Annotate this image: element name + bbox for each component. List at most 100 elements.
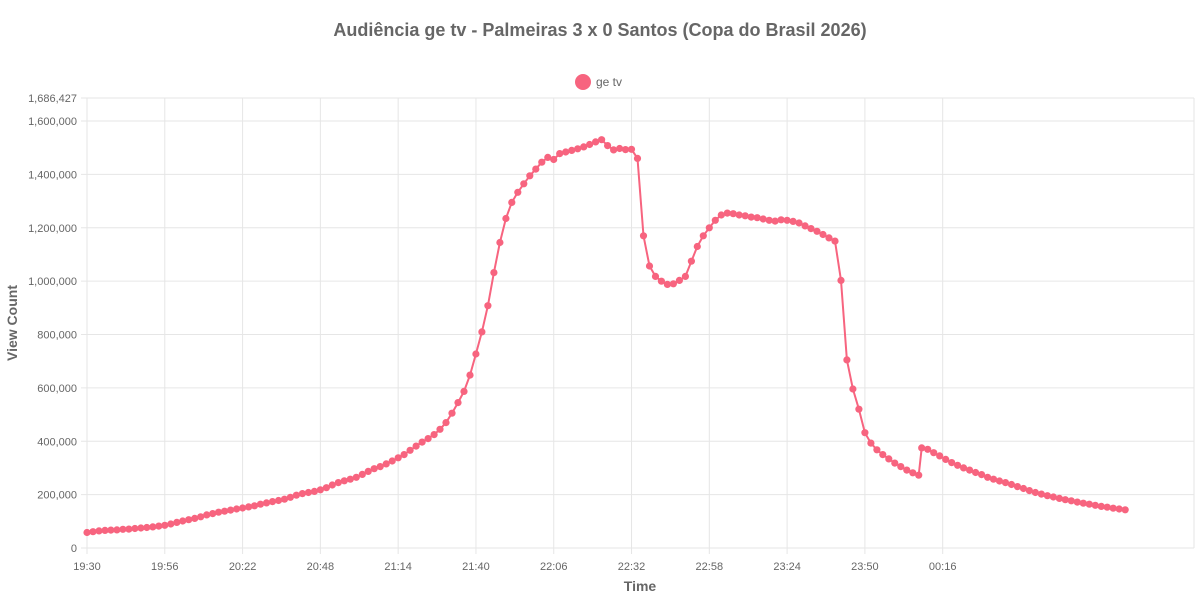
data-point[interactable] bbox=[322, 484, 330, 492]
data-point[interactable] bbox=[723, 209, 731, 217]
data-point[interactable] bbox=[155, 522, 163, 530]
data-point[interactable] bbox=[418, 438, 426, 446]
data-point[interactable] bbox=[1109, 504, 1117, 512]
data-point[interactable] bbox=[681, 272, 690, 280]
data-point[interactable] bbox=[472, 350, 480, 358]
data-point[interactable] bbox=[179, 517, 187, 525]
data-point[interactable] bbox=[831, 237, 839, 245]
data-point[interactable] bbox=[942, 455, 950, 463]
data-point[interactable] bbox=[879, 451, 887, 459]
data-point[interactable] bbox=[837, 276, 845, 284]
data-point[interactable] bbox=[286, 493, 294, 501]
data-point[interactable] bbox=[508, 198, 516, 206]
data-point[interactable] bbox=[340, 477, 348, 485]
data-point[interactable] bbox=[1067, 497, 1075, 505]
data-point[interactable] bbox=[250, 502, 259, 510]
data-point[interactable] bbox=[1103, 503, 1111, 511]
data-point[interactable] bbox=[616, 144, 624, 153]
data-point[interactable] bbox=[747, 213, 755, 221]
data-point[interactable] bbox=[412, 442, 420, 450]
data-point[interactable] bbox=[885, 455, 893, 463]
data-point[interactable] bbox=[328, 481, 336, 489]
data-point[interactable] bbox=[621, 146, 630, 154]
data-point[interactable] bbox=[633, 154, 642, 162]
data-point[interactable] bbox=[1097, 502, 1105, 510]
data-point[interactable] bbox=[1121, 506, 1129, 514]
data-point[interactable] bbox=[915, 471, 923, 479]
data-point[interactable] bbox=[442, 419, 450, 427]
data-point[interactable] bbox=[861, 429, 869, 437]
data-point[interactable] bbox=[209, 509, 217, 518]
data-point[interactable] bbox=[502, 214, 510, 223]
data-point[interactable] bbox=[777, 216, 785, 224]
data-point[interactable] bbox=[717, 211, 725, 219]
data-point[interactable] bbox=[729, 210, 737, 218]
data-point[interactable] bbox=[376, 463, 384, 471]
data-point[interactable] bbox=[304, 488, 312, 497]
data-point[interactable] bbox=[131, 524, 139, 533]
data-point[interactable] bbox=[149, 523, 157, 531]
data-point[interactable] bbox=[292, 491, 300, 499]
data-point[interactable] bbox=[978, 471, 986, 479]
data-point[interactable] bbox=[574, 145, 582, 153]
data-point[interactable] bbox=[705, 224, 713, 232]
data-point[interactable] bbox=[936, 452, 944, 460]
data-point[interactable] bbox=[137, 524, 145, 532]
data-point[interactable] bbox=[663, 280, 672, 288]
data-point[interactable] bbox=[460, 387, 468, 395]
data-point[interactable] bbox=[783, 216, 791, 224]
data-point[interactable] bbox=[550, 155, 558, 164]
data-point[interactable] bbox=[454, 399, 462, 407]
legend[interactable]: ge tv bbox=[575, 74, 622, 90]
data-point[interactable] bbox=[995, 477, 1004, 485]
data-point[interactable] bbox=[966, 466, 974, 474]
data-point[interactable] bbox=[1031, 488, 1039, 497]
data-point[interactable] bbox=[197, 513, 205, 521]
data-point[interactable] bbox=[466, 371, 474, 379]
data-point[interactable] bbox=[568, 146, 576, 154]
data-point[interactable] bbox=[801, 222, 809, 230]
data-point[interactable] bbox=[113, 526, 121, 534]
data-point[interactable] bbox=[496, 238, 504, 247]
data-point[interactable] bbox=[1073, 498, 1081, 506]
data-point[interactable] bbox=[1019, 484, 1028, 493]
data-point[interactable] bbox=[400, 451, 408, 459]
data-point[interactable] bbox=[909, 469, 917, 477]
data-point[interactable] bbox=[490, 269, 498, 277]
data-point[interactable] bbox=[370, 465, 378, 473]
data-point[interactable] bbox=[795, 219, 803, 227]
data-point[interactable] bbox=[592, 138, 600, 146]
data-point[interactable] bbox=[143, 523, 151, 532]
data-point[interactable] bbox=[436, 425, 444, 433]
data-point[interactable] bbox=[789, 217, 797, 225]
data-point[interactable] bbox=[394, 454, 402, 462]
data-point[interactable] bbox=[1055, 494, 1063, 502]
data-point[interactable] bbox=[819, 230, 827, 239]
data-point[interactable] bbox=[1013, 483, 1022, 491]
data-point[interactable] bbox=[388, 457, 396, 465]
data-point[interactable] bbox=[484, 302, 492, 310]
data-point[interactable] bbox=[759, 215, 767, 223]
data-point[interactable] bbox=[107, 526, 115, 534]
data-point[interactable] bbox=[352, 473, 360, 481]
data-point[interactable] bbox=[1007, 480, 1016, 489]
data-point[interactable] bbox=[233, 505, 241, 513]
data-point[interactable] bbox=[1085, 500, 1093, 508]
data-point[interactable] bbox=[245, 503, 253, 511]
data-point[interactable] bbox=[918, 444, 926, 452]
data-point[interactable] bbox=[903, 466, 911, 474]
data-point[interactable] bbox=[639, 232, 648, 240]
data-point[interactable] bbox=[873, 446, 881, 454]
data-point[interactable] bbox=[1001, 479, 1010, 487]
data-point[interactable] bbox=[161, 521, 169, 529]
data-point[interactable] bbox=[699, 232, 707, 240]
data-point[interactable] bbox=[1091, 501, 1099, 509]
data-point[interactable] bbox=[984, 473, 992, 481]
data-point[interactable] bbox=[95, 527, 103, 535]
data-point[interactable] bbox=[843, 356, 851, 364]
data-point[interactable] bbox=[711, 216, 719, 224]
data-point[interactable] bbox=[687, 257, 696, 265]
data-point[interactable] bbox=[262, 499, 271, 507]
data-point[interactable] bbox=[310, 487, 318, 495]
data-point[interactable] bbox=[556, 150, 564, 158]
